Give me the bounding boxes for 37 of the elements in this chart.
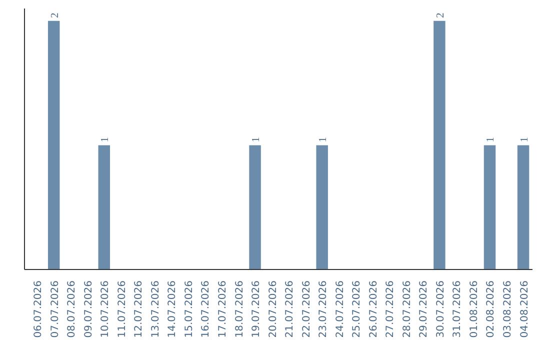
x-tick-label: 06.07.2026 (33, 280, 44, 338)
x-tick-label: 02.08.2026 (486, 280, 497, 338)
data-label: 1 (100, 136, 112, 142)
x-tick-label: 13.07.2026 (150, 280, 162, 338)
x-tick-label: 14.07.2026 (167, 280, 178, 338)
x-tick-label: 10.07.2026 (100, 280, 112, 338)
x-tick-label: 25.07.2026 (352, 280, 363, 338)
x-tick-label: 12.07.2026 (134, 280, 145, 338)
data-label: 1 (318, 136, 330, 142)
x-tick-label: 22.07.2026 (301, 280, 312, 338)
x-tick-label: 11.07.2026 (116, 280, 128, 338)
data-label: 2 (50, 12, 61, 18)
x-tick-label: 04.08.2026 (519, 280, 530, 338)
x-tick-label: 26.07.2026 (368, 280, 380, 338)
x-tick-label: 08.07.2026 (66, 280, 78, 338)
x-tick-label: 23.07.2026 (318, 280, 330, 338)
data-label: 1 (519, 136, 530, 142)
x-tick-label: 31.07.2026 (452, 280, 464, 338)
data-label: 2 (435, 12, 446, 18)
x-tick-label: 30.07.2026 (435, 280, 446, 338)
x-tick-label: 18.07.2026 (234, 280, 246, 338)
x-tick-label: 29.07.2026 (418, 280, 430, 338)
x-tick-label: 17.07.2026 (217, 280, 228, 338)
x-tick-label: 27.07.2026 (385, 280, 396, 338)
x-tick-label: 21.07.2026 (284, 280, 296, 338)
x-tick-label: 01.08.2026 (468, 280, 480, 338)
x-tick-label: 24.07.2026 (334, 280, 346, 338)
x-tick-label: 19.07.2026 (251, 280, 262, 338)
x-tick-label: 16.07.2026 (200, 280, 212, 338)
x-tick-label: 20.07.2026 (268, 280, 279, 338)
x-tick-label: 09.07.2026 (83, 280, 94, 338)
data-label: 1 (251, 136, 262, 142)
data-label: 1 (486, 136, 497, 142)
x-tick-label: 15.07.2026 (184, 280, 195, 338)
x-tick-label: 07.07.2026 (50, 280, 61, 338)
x-tick-label: 28.07.2026 (402, 280, 413, 338)
x-tick-label: 03.08.2026 (502, 280, 514, 338)
